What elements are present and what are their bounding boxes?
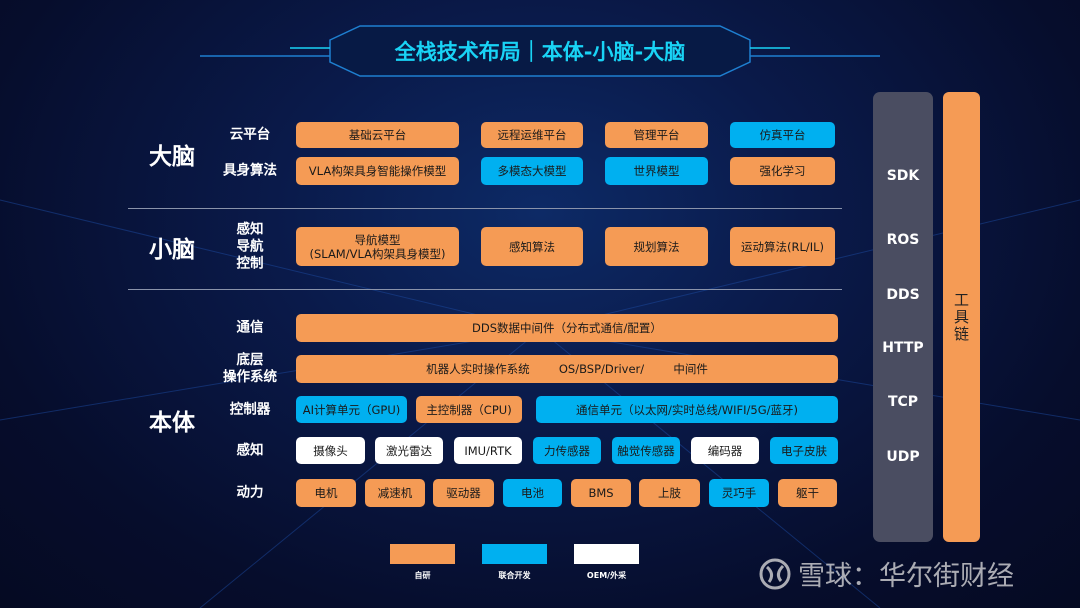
toolchain-label: 工具链 <box>952 291 970 343</box>
module-box-self: BMS <box>571 479 631 507</box>
xueqiu-logo-icon <box>759 558 791 589</box>
module-box-oem: IMU/RTK <box>454 437 522 464</box>
legend-swatch-self <box>390 544 455 564</box>
module-box-joint: 力传感器 <box>533 437 601 464</box>
protocol-http: HTTP <box>882 340 924 356</box>
row-label: 通信 <box>236 319 264 336</box>
protocol-panel <box>873 92 933 542</box>
row-label: 具身算法 <box>223 162 277 179</box>
row-label: 动力 <box>236 484 264 501</box>
module-box-oem: 摄像头 <box>296 437 365 464</box>
section-label-brain: 大脑 <box>149 144 195 170</box>
legend-label: 自研 <box>414 571 431 580</box>
module-box-joint: 仿真平台 <box>730 122 835 148</box>
legend-label: OEM/外采 <box>586 571 627 580</box>
row-label: 云平台 <box>229 126 271 143</box>
module-box-self: 运动算法(RL/IL) <box>730 227 835 266</box>
module-box-self: DDS数据中间件（分布式通信/配置） <box>296 314 838 342</box>
row-label: 底层 操作系统 <box>223 352 277 385</box>
protocol-ros: ROS <box>886 232 920 248</box>
section-label-body: 本体 <box>149 410 195 436</box>
watermark-text: 雪球：华尔街财经 <box>798 561 1014 592</box>
module-box-oem: 激光雷达 <box>375 437 443 464</box>
protocol-tcp: TCP <box>887 394 919 410</box>
module-box-self: 驱动器 <box>433 479 494 507</box>
row-label: 感知 <box>236 442 264 459</box>
watermark: 雪球：华尔街财经 <box>758 554 1014 593</box>
module-box-oem: 编码器 <box>691 437 759 464</box>
module-box-self: 减速机 <box>365 479 425 507</box>
module-box-self: 躯干 <box>778 479 837 507</box>
module-box-self: 感知算法 <box>481 227 583 266</box>
section-label-cerebellum: 小脑 <box>149 237 195 263</box>
module-box-joint: 多模态大模型 <box>481 157 583 185</box>
module-box-self: 管理平台 <box>605 122 708 148</box>
module-box-self: VLA构架具身智能操作模型 <box>296 157 459 185</box>
module-box-joint: 灵巧手 <box>709 479 769 507</box>
module-box-self: 强化学习 <box>730 157 835 185</box>
module-box-self: 电机 <box>296 479 356 507</box>
module-box-self: 机器人实时操作系统 OS/BSP/Driver/ 中间件 <box>296 355 838 383</box>
divider <box>128 208 842 209</box>
module-box-joint: 通信单元（以太网/实时总线/WIFI/5G/蓝牙) <box>536 396 838 423</box>
legend-swatch-oem <box>574 544 639 564</box>
protocol-udp: UDP <box>886 449 920 465</box>
row-label: 感知 导航 控制 <box>236 221 264 272</box>
divider <box>128 289 842 290</box>
module-box-self: 上肢 <box>639 479 700 507</box>
protocol-sdk: SDK <box>886 168 920 184</box>
module-box-joint: AI计算单元（GPU) <box>296 396 407 423</box>
protocol-dds: DDS <box>886 287 920 303</box>
legend-swatch-joint <box>482 544 547 564</box>
module-box-joint: 电池 <box>503 479 562 507</box>
module-box-self: 规划算法 <box>605 227 708 266</box>
module-box-self: 导航模型 (SLAM/VLA构架具身模型) <box>296 227 459 266</box>
module-box-self: 主控制器（CPU) <box>416 396 522 423</box>
module-box-joint: 电子皮肤 <box>770 437 838 464</box>
page-title: 全栈技术布局｜本体-小脑-大脑 <box>394 40 686 64</box>
legend-label: 联合开发 <box>498 571 531 580</box>
module-box-joint: 世界模型 <box>605 157 708 185</box>
toolchain-panel: 工具链 <box>943 92 980 542</box>
row-label: 控制器 <box>229 401 271 418</box>
module-box-joint: 触觉传感器 <box>612 437 680 464</box>
module-box-self: 基础云平台 <box>296 122 459 148</box>
module-box-self: 远程运维平台 <box>481 122 583 148</box>
